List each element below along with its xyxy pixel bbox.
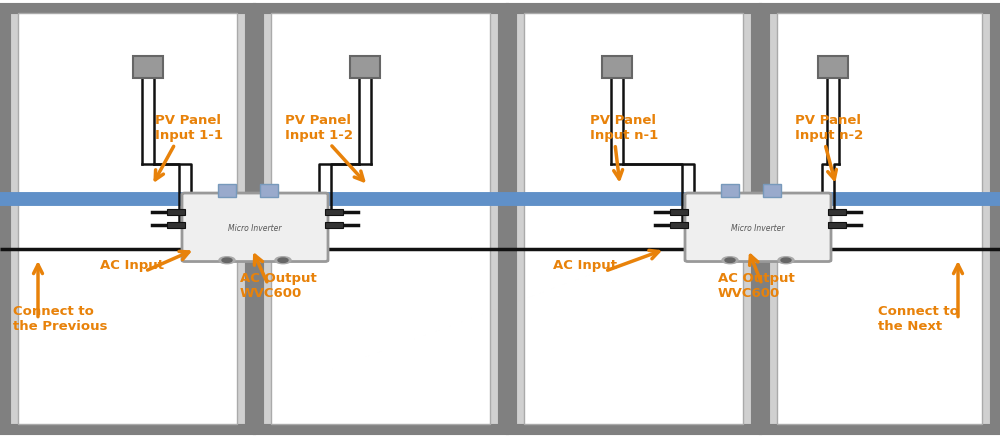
Bar (350, 57, 380, 79)
Bar (325, 210, 343, 215)
Bar (721, 185, 739, 197)
Bar (18, 14, 237, 424)
Bar (777, 14, 982, 424)
Text: PV Panel
Input 1-2: PV Panel Input 1-2 (285, 114, 353, 142)
Bar (133, 57, 163, 79)
Text: AC Input: AC Input (553, 258, 617, 272)
Text: Micro Inverter: Micro Inverter (228, 223, 282, 232)
Bar (218, 185, 236, 197)
FancyBboxPatch shape (685, 194, 831, 262)
Bar (670, 210, 688, 215)
Circle shape (219, 257, 235, 264)
Bar (763, 185, 781, 197)
Text: Connect to
the Previous: Connect to the Previous (13, 304, 108, 332)
Bar (167, 210, 185, 215)
Circle shape (278, 258, 288, 263)
Text: PV Panel
Input n-2: PV Panel Input n-2 (795, 114, 863, 142)
Text: AC Output
WVC600: AC Output WVC600 (240, 272, 317, 300)
Bar (818, 57, 848, 79)
Circle shape (725, 258, 735, 263)
Circle shape (222, 258, 232, 263)
Bar (271, 14, 490, 424)
Bar (325, 223, 343, 228)
Bar (828, 210, 846, 215)
Circle shape (781, 258, 791, 263)
Bar (602, 57, 632, 79)
Bar (511, 9, 756, 429)
Bar (524, 14, 743, 424)
Circle shape (778, 257, 794, 264)
Circle shape (275, 257, 291, 264)
Text: AC Output
WVC600: AC Output WVC600 (718, 272, 795, 300)
Bar (260, 185, 278, 197)
Text: AC Input: AC Input (100, 258, 164, 272)
Bar (5, 9, 250, 429)
FancyBboxPatch shape (182, 194, 328, 262)
Bar (167, 223, 185, 228)
Text: PV Panel
Input n-1: PV Panel Input n-1 (590, 114, 658, 142)
Text: Connect to
the Next: Connect to the Next (878, 304, 959, 332)
Text: Micro Inverter: Micro Inverter (731, 223, 785, 232)
Bar (828, 223, 846, 228)
Bar (764, 9, 995, 429)
Text: PV Panel
Input 1-1: PV Panel Input 1-1 (155, 114, 223, 142)
Circle shape (722, 257, 738, 264)
Bar (258, 9, 503, 429)
Bar (670, 223, 688, 228)
